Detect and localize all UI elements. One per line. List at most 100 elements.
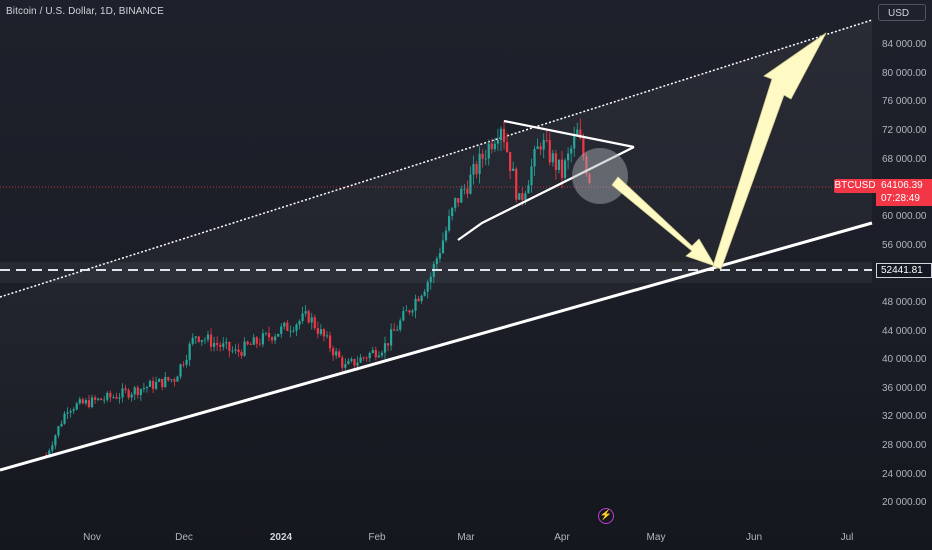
candle-body — [283, 322, 286, 327]
candle-body — [109, 392, 112, 398]
candle-body — [466, 188, 469, 194]
x-tick: Jun — [745, 532, 763, 543]
candle-body — [167, 377, 170, 381]
candle-body — [182, 364, 185, 366]
x-tick: Jul — [840, 532, 854, 543]
candle-body — [377, 355, 380, 358]
candle-body — [423, 291, 426, 296]
candle-body — [286, 322, 289, 331]
candle-body — [512, 168, 515, 171]
candle-body — [316, 328, 319, 334]
candle-body — [145, 386, 149, 388]
candle-body — [338, 351, 341, 358]
candle-body — [277, 333, 280, 337]
candle-body — [118, 397, 121, 399]
candle-body — [393, 329, 396, 331]
candle-body — [48, 450, 51, 456]
candle-body — [148, 380, 152, 387]
currency-button[interactable]: USD — [878, 4, 926, 21]
candle-body — [206, 334, 210, 340]
candle-body — [515, 168, 518, 200]
level-price-label: 52441.81 — [876, 263, 932, 278]
y-tick: 32 000.00 — [882, 411, 927, 422]
candle-body — [335, 351, 338, 356]
candle-body — [588, 174, 591, 184]
candle-body — [368, 352, 371, 359]
candle-body — [240, 352, 243, 356]
y-tick: 36 000.00 — [882, 383, 927, 394]
price-axis[interactable]: 84 000.00 80 000.00 76 000.00 72 000.00 … — [872, 0, 932, 520]
candle-body — [567, 153, 570, 161]
y-tick: 72 000.00 — [882, 125, 927, 136]
candle-body — [295, 324, 298, 331]
candle-body — [216, 342, 219, 345]
candle-body — [359, 357, 362, 363]
candle-body — [505, 142, 509, 152]
candle-body — [90, 397, 94, 408]
level-zone — [0, 262, 872, 283]
candle-body — [97, 398, 100, 400]
candle-body — [78, 399, 81, 404]
x-tick: Feb — [368, 532, 386, 543]
candle-body — [130, 394, 133, 398]
candle-body — [429, 276, 432, 283]
candle-body — [576, 129, 579, 137]
y-tick: 68 000.00 — [882, 154, 927, 165]
up-arrow[interactable] — [712, 32, 827, 270]
symbol-title[interactable]: Bitcoin / U.S. Dollar, 1D, BINANCE — [6, 6, 164, 17]
candle-body — [325, 335, 329, 337]
x-tick: Dec — [175, 532, 193, 543]
triangle-pattern[interactable] — [457, 119, 635, 241]
candle-body — [490, 143, 493, 150]
candle-body — [545, 140, 548, 141]
lower-trendline[interactable] — [0, 221, 873, 472]
candle-body — [353, 359, 356, 366]
candle-body — [484, 158, 487, 160]
candle-body — [106, 392, 109, 400]
candle-body — [170, 379, 173, 381]
candle-body — [319, 329, 322, 334]
candle-body — [322, 329, 326, 337]
candle-body — [481, 153, 484, 159]
candle-body — [231, 350, 234, 352]
candle-body — [222, 343, 225, 347]
candle-body — [548, 140, 551, 163]
candle-body — [420, 295, 423, 302]
time-axis[interactable]: Nov Dec 2024 Feb Mar Apr May Jun Jul — [0, 524, 872, 550]
candle-body — [136, 387, 139, 396]
candle-body — [496, 140, 500, 144]
candle-body — [274, 336, 277, 341]
channel-fill — [0, 20, 872, 470]
candle-body — [475, 164, 478, 175]
down-arrow[interactable] — [611, 176, 716, 267]
y-tick: 24 000.00 — [882, 469, 927, 480]
candle-body — [225, 341, 228, 344]
candle-body — [304, 311, 307, 314]
candle-body — [386, 343, 390, 346]
y-tick: 80 000.00 — [882, 68, 927, 79]
candle-body — [261, 333, 265, 345]
candle-body — [396, 329, 399, 331]
candle-body — [234, 349, 237, 351]
candle-body — [203, 339, 207, 341]
candle-body — [264, 332, 268, 334]
candle-body — [457, 198, 460, 203]
candle-body — [542, 140, 545, 150]
candle-body — [435, 258, 438, 265]
candle-body — [332, 348, 335, 356]
candle-body — [383, 343, 387, 353]
candle-body — [209, 334, 213, 347]
candle-body — [551, 153, 554, 163]
candle-body — [539, 146, 542, 150]
y-tick: 60 000.00 — [882, 211, 927, 222]
candle-body — [121, 388, 124, 398]
candle-body — [54, 435, 57, 446]
x-tick: 2024 — [269, 532, 293, 543]
lightning-bolt-icon[interactable]: ⚡ — [598, 508, 614, 524]
candle-body — [374, 350, 377, 358]
candle-body — [270, 337, 274, 341]
x-tick: May — [646, 532, 666, 543]
candle-body — [115, 397, 118, 399]
